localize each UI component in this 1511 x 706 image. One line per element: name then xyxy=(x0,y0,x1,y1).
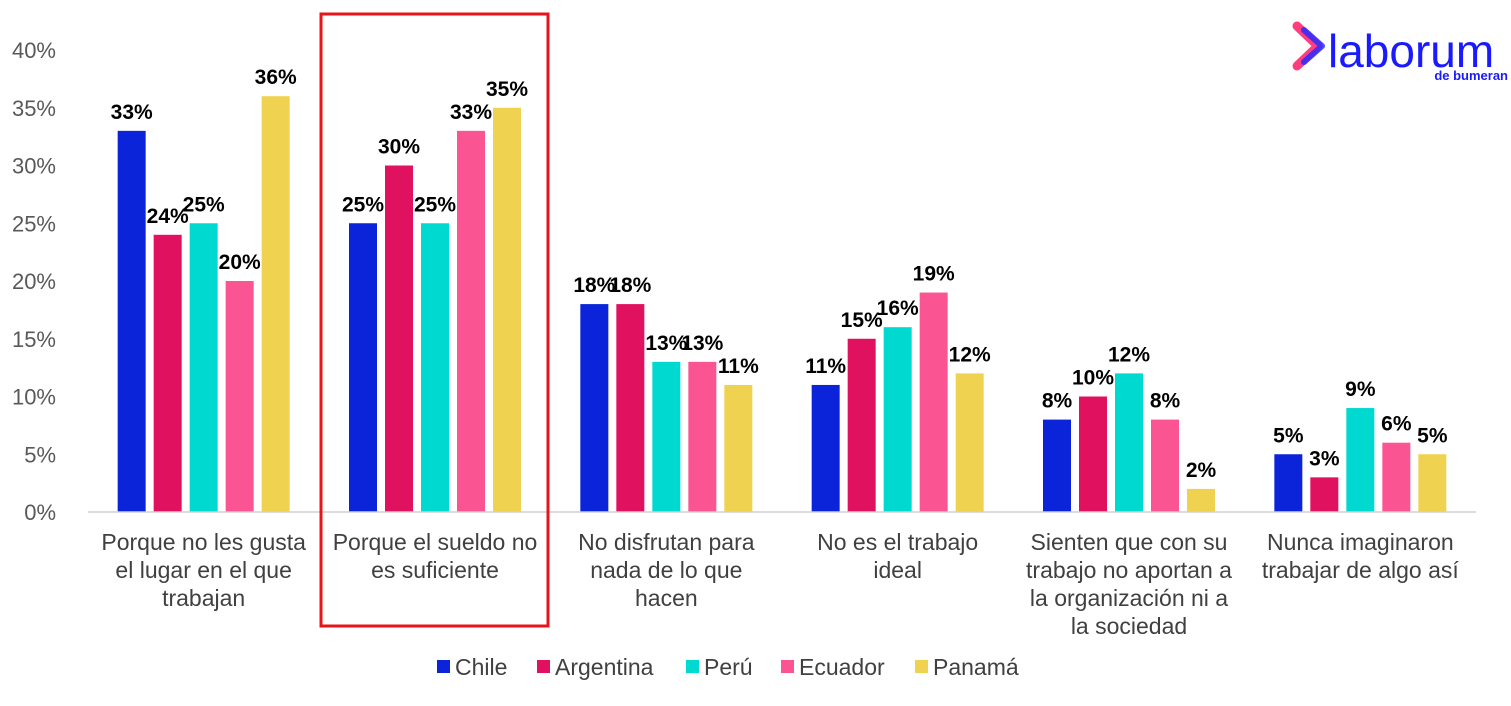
legend-swatch xyxy=(781,660,794,673)
y-tick-label: 25% xyxy=(12,211,56,236)
bar xyxy=(349,223,377,512)
y-tick-label: 0% xyxy=(24,500,56,525)
data-label: 3% xyxy=(1309,447,1340,470)
bar xyxy=(919,292,948,512)
y-tick-label: 10% xyxy=(12,385,56,410)
legend-swatch xyxy=(537,660,550,673)
data-label: 11% xyxy=(718,355,759,378)
data-label: 12% xyxy=(949,343,991,366)
data-label: 18% xyxy=(573,274,615,297)
bar xyxy=(1310,477,1339,512)
logo-sub-text: de bumeran xyxy=(1434,68,1508,83)
data-label: 30% xyxy=(378,136,420,159)
bar xyxy=(1346,408,1375,512)
data-label: 35% xyxy=(486,78,528,101)
bar xyxy=(153,234,182,513)
bar xyxy=(385,165,413,512)
bar xyxy=(652,361,681,512)
logo-brand-text: laborum xyxy=(1328,25,1494,77)
bar xyxy=(1151,419,1179,512)
data-label: 25% xyxy=(342,193,384,216)
data-label: 5% xyxy=(1417,424,1448,447)
data-label: 33% xyxy=(450,101,492,124)
data-label: 24% xyxy=(147,205,189,228)
y-tick-label: 35% xyxy=(12,96,56,121)
y-tick-label: 40% xyxy=(12,38,56,63)
category-label: Porque el sueldo no es suficiente xyxy=(333,529,538,583)
legend-label: Chile xyxy=(455,654,507,680)
legend: Chile Argentina Perú Ecuador Panamá xyxy=(437,654,1019,680)
bar xyxy=(1382,442,1411,512)
data-label: 9% xyxy=(1345,378,1376,401)
bar xyxy=(493,107,521,512)
data-label: 10% xyxy=(1072,367,1114,390)
bar xyxy=(1187,488,1215,512)
data-label: 13% xyxy=(681,332,723,355)
bar xyxy=(883,327,912,512)
data-label: 11% xyxy=(805,355,846,378)
data-label: 5% xyxy=(1273,424,1304,447)
bar xyxy=(1043,419,1071,512)
bar xyxy=(421,223,449,512)
legend-swatch xyxy=(437,660,450,673)
bar xyxy=(225,281,254,512)
data-label: 16% xyxy=(877,297,919,320)
legend-label: Panamá xyxy=(933,654,1019,680)
y-tick-label: 15% xyxy=(12,327,56,352)
legend-label: Perú xyxy=(704,654,753,680)
bar xyxy=(847,338,876,512)
data-label: 12% xyxy=(1108,343,1150,366)
category-label: Sienten que con su trabajo no aportan a la… xyxy=(1026,529,1232,639)
highlight-box xyxy=(319,12,550,628)
data-label: 18% xyxy=(609,274,651,297)
data-label: 20% xyxy=(219,251,261,274)
data-label: 6% xyxy=(1381,413,1412,436)
data-labels: 33%24%25%20%36%25%30%25%33%35%18%18%13%1… xyxy=(111,66,1448,482)
data-label: 19% xyxy=(913,263,955,286)
bar xyxy=(1079,396,1107,512)
data-label: 25% xyxy=(183,193,225,216)
bar xyxy=(724,384,753,512)
category-label: No disfrutan para nada de lo que hacen xyxy=(578,529,755,611)
bar xyxy=(117,130,146,512)
bar xyxy=(580,304,609,512)
data-label: 2% xyxy=(1186,459,1217,482)
data-label: 25% xyxy=(414,193,456,216)
data-label: 36% xyxy=(255,66,297,89)
legend-label: Argentina xyxy=(555,654,654,680)
category-label: No es el trabajo ideal xyxy=(817,529,978,583)
bar xyxy=(688,361,717,512)
category-labels: Porque no les gusta el lugar en el que tra… xyxy=(101,529,1459,639)
bars xyxy=(117,96,1447,513)
bar xyxy=(1115,373,1143,512)
data-label: 8% xyxy=(1042,390,1073,413)
y-tick-label: 30% xyxy=(12,154,56,179)
bar xyxy=(811,384,840,512)
category-label: Nunca imaginaron trabajar de algo así xyxy=(1262,529,1460,583)
bar xyxy=(457,130,485,512)
legend-label: Ecuador xyxy=(799,654,885,680)
data-label: 33% xyxy=(111,101,153,124)
data-label: 13% xyxy=(645,332,687,355)
y-tick-label: 5% xyxy=(24,442,56,467)
logo-chevron-blue-icon xyxy=(1301,27,1325,65)
bar xyxy=(189,223,218,512)
data-label: 15% xyxy=(841,309,883,332)
bar xyxy=(616,304,645,512)
bar xyxy=(1274,454,1303,512)
data-label: 8% xyxy=(1150,390,1181,413)
laborum-logo: laborum de bumeran xyxy=(1292,21,1508,83)
bar xyxy=(955,373,984,512)
y-axis: 0% 5% 10% 15% 20% 25% 30% 35% 40% xyxy=(12,38,56,525)
bar xyxy=(261,96,290,512)
bar xyxy=(1418,454,1447,512)
legend-swatch xyxy=(915,660,928,673)
y-tick-label: 20% xyxy=(12,269,56,294)
category-label: Porque no les gusta el lugar en el que tra… xyxy=(101,529,306,611)
legend-swatch xyxy=(686,660,699,673)
